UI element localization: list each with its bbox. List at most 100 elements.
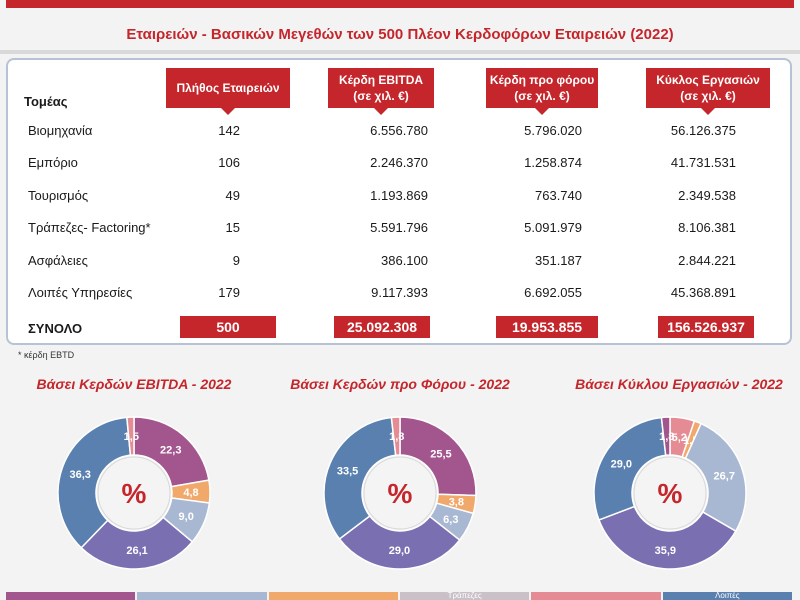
slice-value-label: 26,1 [126, 545, 147, 557]
header-turnover-unit: (σε χιλ. €) [680, 89, 736, 103]
top-banner-bar [6, 0, 794, 8]
company-count: 9 [232, 253, 240, 268]
slice-value-label: 36,3 [69, 469, 90, 481]
slice-value-label: 1,5 [124, 431, 139, 443]
header-pretax-label: Κέρδη προ φόρου [489, 73, 595, 87]
pretax-value: 5.091.979 [524, 220, 582, 235]
company-count: 179 [218, 285, 240, 300]
table-row: Τράπεζες- Factoring* 15 5.591.796 5.091.… [0, 216, 800, 240]
legend-strip-swatch: Τράπεζες [400, 592, 530, 600]
pretax-value: 6.692.055 [524, 285, 582, 300]
header-ebitda: Κέρδη EBITDA (σε χιλ. €) [328, 68, 434, 115]
donut-slice [390, 416, 401, 457]
chart-title-turnover: Βάσει Κύκλου Εργασιών - 2022 [575, 376, 783, 392]
sector-name: Τράπεζες- Factoring* [28, 220, 151, 235]
legend-strip-swatch [531, 592, 661, 600]
donut-center [363, 456, 437, 530]
title-divider [0, 50, 800, 54]
donut-slice [80, 516, 194, 570]
donut-chart-ebitda: 22,3 4,8 9,0 26,1 36,3 1,5% [57, 416, 211, 570]
sector-name: Τουρισμός [28, 188, 89, 203]
donut-slice [684, 422, 747, 533]
donut-slice [660, 416, 671, 457]
sector-name: Εμπόριο [28, 155, 78, 170]
sector-column-label: Τομέας [24, 94, 68, 109]
sector-name: Βιομηχανία [28, 123, 93, 138]
header-ebitda-unit: (σε χιλ. €) [353, 89, 409, 103]
turnover-value: 45.368.891 [670, 285, 736, 300]
total-turnover: 156.526.937 [658, 316, 754, 338]
donut-center [97, 456, 171, 530]
turnover-value: 2.349.538 [678, 188, 736, 203]
chart-title-pretax: Βάσει Κερδών προ Φόρου - 2022 [290, 376, 510, 392]
donut-center [633, 456, 707, 530]
total-count: 500 [180, 316, 276, 338]
header-count-label: Πλήθος Εταιρειών [176, 81, 280, 95]
company-count: 15 [225, 220, 240, 235]
legend-strip-swatch [137, 592, 267, 600]
sector-name: Λοιπές Υπηρεσίες [28, 285, 133, 300]
donut-center-label: % [388, 478, 413, 509]
slice-value-label: 9,0 [179, 511, 194, 523]
ebitda-value: 1.193.869 [370, 188, 428, 203]
footnote: * κέρδη EBTD [18, 350, 75, 360]
turnover-value: 41.731.531 [670, 155, 736, 170]
table-row: Λοιπές Υπηρεσίες 179 9.117.393 6.692.055… [0, 281, 800, 305]
turnover-value: 8.106.381 [678, 220, 736, 235]
header-pretax: Κέρδη προ φόρου (σε χιλ. €) [486, 68, 598, 115]
legend-strip-swatch: Λοιπές [662, 592, 792, 600]
slice-value-label: 4,8 [183, 487, 198, 499]
header-turnover-label: Κύκλος Εργασιών [656, 73, 760, 87]
ebitda-value: 9.117.393 [371, 285, 428, 300]
donut-slice [57, 416, 132, 549]
ebitda-value: 2.246.370 [370, 155, 428, 170]
pretax-value: 5.796.020 [524, 123, 582, 138]
donut-slice [399, 416, 477, 497]
company-count: 106 [218, 155, 240, 170]
chart-title-ebitda: Βάσει Κερδών EBITDA - 2022 [36, 376, 232, 392]
donut-slice [323, 416, 397, 541]
slice-value-label: 33,5 [337, 466, 358, 478]
donut-center-label: % [122, 478, 147, 509]
pretax-value: 763.740 [535, 188, 582, 203]
slice-value-label: 29,0 [389, 545, 410, 557]
company-count: 49 [225, 188, 240, 203]
donut-slice [338, 514, 461, 570]
slice-value-label: 3,8 [449, 497, 464, 509]
company-count: 142 [218, 123, 240, 138]
turnover-value: 2.844.221 [678, 253, 736, 268]
pretax-value: 1.258.874 [524, 155, 582, 170]
slice-value-label: 26,7 [714, 470, 735, 482]
ebitda-value: 5.591.796 [370, 220, 428, 235]
turnover-value: 56.126.375 [670, 123, 736, 138]
donut-slice [126, 416, 135, 456]
sector-name: Ασφάλειες [28, 253, 88, 268]
slice-value-label: 1,8 [659, 431, 674, 443]
header-count: Πλήθος Εταιρειών [166, 68, 290, 115]
pretax-value: 351.187 [535, 253, 582, 268]
header-turnover: Κύκλος Εργασιών (σε χιλ. €) [646, 68, 770, 115]
slice-value-label: 6,3 [443, 514, 458, 526]
table-row: Εμπόριο 106 2.246.370 1.258.874 41.731.5… [0, 151, 800, 175]
donut-slice [597, 505, 737, 570]
ebitda-value: 6.556.780 [370, 123, 428, 138]
ebitda-value: 386.100 [381, 253, 428, 268]
slice-value-label: 22,3 [160, 444, 181, 456]
header-ebitda-label: Κέρδη EBITDA [338, 73, 424, 87]
page-title: Εταιρειών - Βασικών Μεγεθών των 500 Πλέο… [126, 26, 674, 43]
table-row: Ασφάλειες 9 386.100 351.187 2.844.221 [0, 249, 800, 273]
legend-strip-swatch [268, 592, 398, 600]
slice-value-label: 25,5 [430, 448, 451, 460]
legend-strip-swatch [6, 592, 136, 600]
donut-slice [593, 416, 667, 521]
table-row: Βιομηχανία 142 6.556.780 5.796.020 56.12… [0, 119, 800, 143]
total-label: ΣΥΝΟΛΟ [28, 321, 83, 336]
total-ebitda: 25.092.308 [334, 316, 430, 338]
donut-chart-turnover: 5,21,526,735,929,01,8% [593, 416, 747, 570]
header-pretax-unit: (σε χιλ. €) [514, 89, 570, 103]
donut-chart-pretax: 25,5 3,8 6,3 29,0 33,5 1,8% [323, 416, 477, 570]
slice-value-label: 29,0 [611, 458, 632, 470]
total-pretax: 19.953.855 [496, 316, 598, 338]
table-row: Τουρισμός 49 1.193.869 763.740 2.349.538 [0, 184, 800, 208]
slice-value-label: 1,8 [389, 431, 404, 443]
